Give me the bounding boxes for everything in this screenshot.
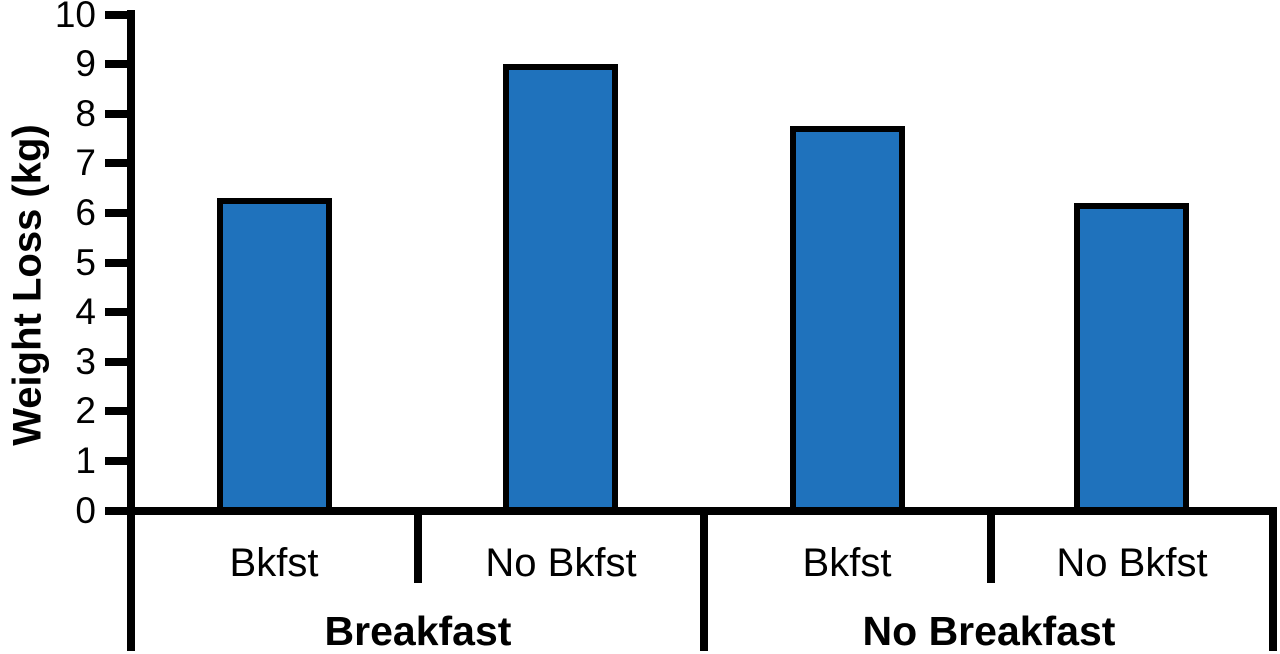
y-tick (105, 457, 131, 465)
y-tick (105, 60, 131, 68)
y-axis-line (127, 10, 135, 650)
x-category-label: Bkfst (802, 541, 892, 585)
y-tick (105, 507, 131, 515)
x-category-label: No Bkfst (1056, 541, 1208, 585)
y-tick-label: 1 (75, 440, 96, 481)
y-tick (105, 11, 131, 19)
y-tick (105, 259, 131, 267)
x-category-label: No Bkfst (485, 541, 637, 585)
y-tick (105, 209, 131, 217)
bar (1074, 203, 1189, 515)
x-category-separator (414, 507, 422, 583)
y-tick (105, 110, 131, 118)
bar (217, 198, 332, 514)
y-tick-label: 5 (75, 242, 96, 283)
y-tick-label: 4 (75, 291, 96, 332)
x-group-separator (700, 507, 708, 651)
x-group-separator (127, 507, 135, 651)
y-tick-label: 9 (75, 43, 96, 84)
bar (790, 126, 905, 514)
y-tick-label: 8 (75, 93, 96, 134)
y-tick-label: 10 (54, 0, 96, 35)
x-group-separator (1269, 507, 1277, 651)
x-category-separator (987, 507, 995, 583)
x-category-label: Bkfst (229, 541, 319, 585)
x-group-label: Breakfast (324, 608, 512, 654)
y-tick-label: 2 (75, 390, 96, 431)
y-tick (105, 358, 131, 366)
x-group-label: No Breakfast (862, 608, 1116, 654)
y-tick (105, 308, 131, 316)
y-tick (105, 159, 131, 167)
bar (503, 64, 618, 514)
y-tick (105, 407, 131, 415)
y-tick-label: 6 (75, 192, 96, 233)
y-tick-label: 3 (75, 341, 96, 382)
y-tick-label: 0 (75, 490, 96, 531)
y-tick-label: 7 (75, 142, 96, 183)
